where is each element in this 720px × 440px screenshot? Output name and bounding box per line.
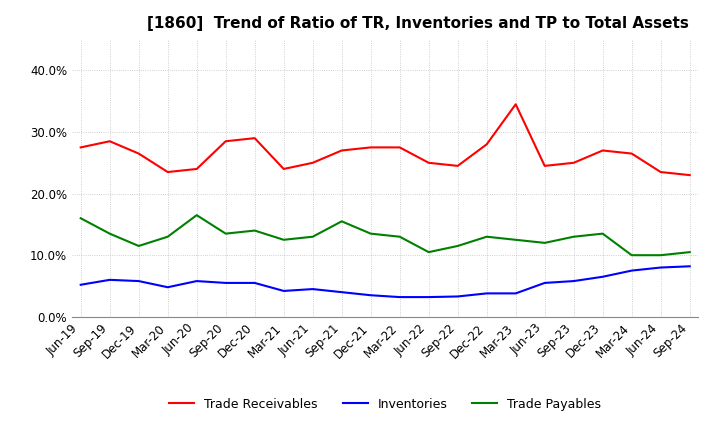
Trade Receivables: [570, 160, 578, 165]
Trade Payables: [105, 231, 114, 236]
Inventories: [105, 277, 114, 282]
Trade Payables: [366, 231, 375, 236]
Inventories: [163, 285, 172, 290]
Trade Receivables: [395, 145, 404, 150]
Inventories: [424, 294, 433, 300]
Trade Receivables: [598, 148, 607, 153]
Inventories: [395, 294, 404, 300]
Trade Receivables: [105, 139, 114, 144]
Trade Payables: [135, 243, 143, 249]
Trade Payables: [482, 234, 491, 239]
Trade Payables: [570, 234, 578, 239]
Inventories: [366, 293, 375, 298]
Trade Payables: [251, 228, 259, 233]
Line: Trade Payables: Trade Payables: [81, 215, 690, 255]
Trade Receivables: [685, 172, 694, 178]
Inventories: [511, 291, 520, 296]
Trade Payables: [338, 219, 346, 224]
Inventories: [135, 279, 143, 284]
Trade Receivables: [192, 166, 201, 172]
Inventories: [482, 291, 491, 296]
Inventories: [570, 279, 578, 284]
Text: [1860]  Trend of Ratio of TR, Inventories and TP to Total Assets: [1860] Trend of Ratio of TR, Inventories…: [147, 16, 689, 32]
Trade Receivables: [454, 163, 462, 169]
Inventories: [541, 280, 549, 286]
Trade Payables: [76, 216, 85, 221]
Trade Receivables: [76, 145, 85, 150]
Inventories: [221, 280, 230, 286]
Trade Receivables: [482, 142, 491, 147]
Trade Payables: [627, 253, 636, 258]
Trade Receivables: [221, 139, 230, 144]
Legend: Trade Receivables, Inventories, Trade Payables: Trade Receivables, Inventories, Trade Pa…: [164, 393, 606, 416]
Inventories: [308, 286, 317, 292]
Inventories: [251, 280, 259, 286]
Trade Payables: [424, 249, 433, 255]
Inventories: [598, 274, 607, 279]
Inventories: [657, 265, 665, 270]
Trade Payables: [685, 249, 694, 255]
Trade Receivables: [366, 145, 375, 150]
Trade Payables: [221, 231, 230, 236]
Line: Inventories: Inventories: [81, 266, 690, 297]
Trade Payables: [657, 253, 665, 258]
Trade Receivables: [338, 148, 346, 153]
Trade Payables: [454, 243, 462, 249]
Inventories: [627, 268, 636, 273]
Trade Receivables: [511, 102, 520, 107]
Trade Receivables: [424, 160, 433, 165]
Trade Payables: [541, 240, 549, 246]
Inventories: [454, 294, 462, 299]
Trade Receivables: [657, 169, 665, 175]
Trade Receivables: [279, 166, 288, 172]
Inventories: [279, 288, 288, 293]
Trade Receivables: [163, 169, 172, 175]
Trade Payables: [308, 234, 317, 239]
Inventories: [76, 282, 85, 287]
Inventories: [192, 279, 201, 284]
Trade Payables: [279, 237, 288, 242]
Inventories: [338, 290, 346, 295]
Trade Receivables: [135, 151, 143, 156]
Trade Receivables: [541, 163, 549, 169]
Trade Payables: [192, 213, 201, 218]
Trade Payables: [163, 234, 172, 239]
Trade Receivables: [627, 151, 636, 156]
Trade Payables: [511, 237, 520, 242]
Trade Payables: [598, 231, 607, 236]
Inventories: [685, 264, 694, 269]
Trade Receivables: [308, 160, 317, 165]
Line: Trade Receivables: Trade Receivables: [81, 104, 690, 175]
Trade Payables: [395, 234, 404, 239]
Trade Receivables: [251, 136, 259, 141]
